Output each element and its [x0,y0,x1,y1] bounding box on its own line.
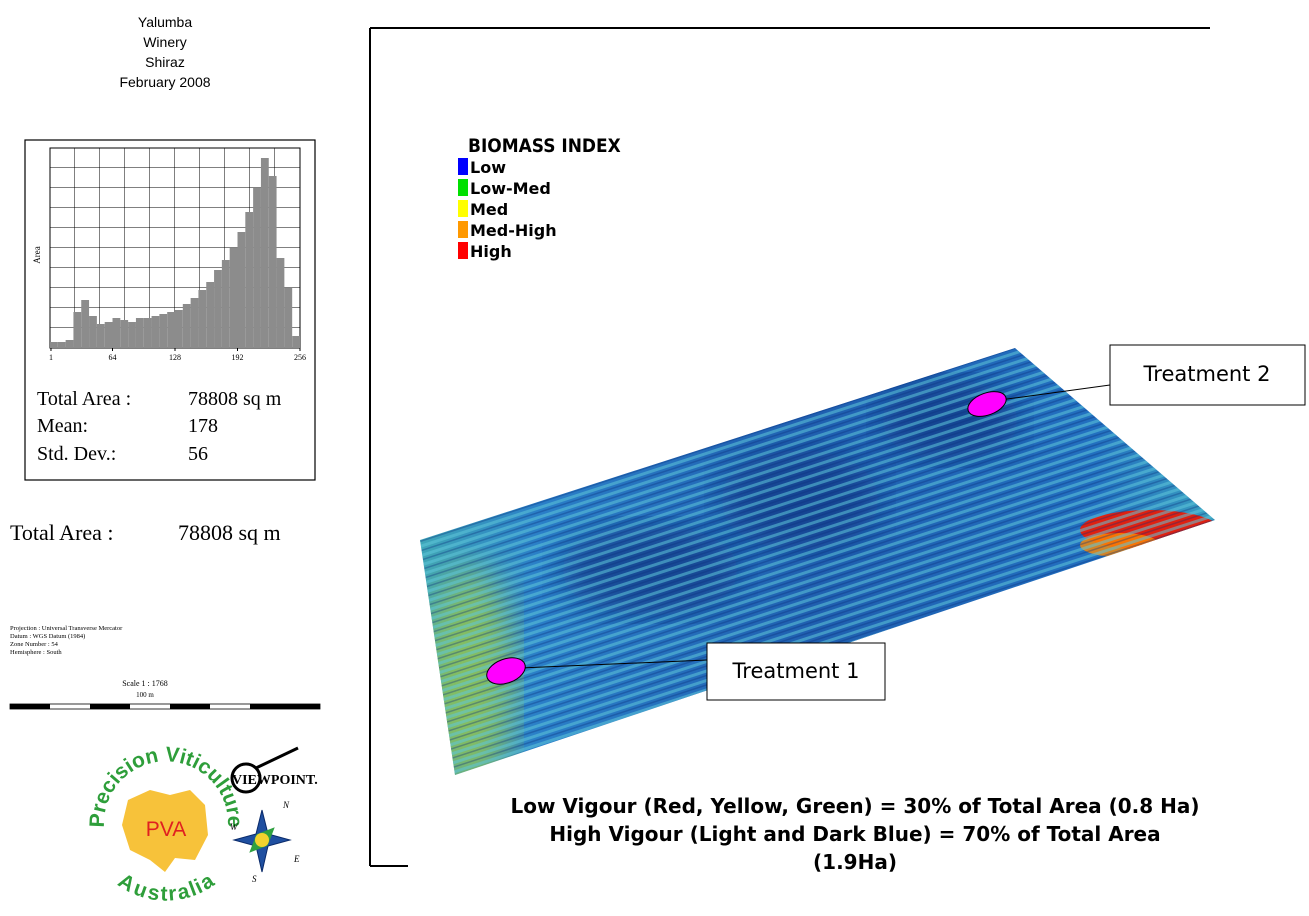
viewpoint-logo: VIEWPOINT. [232,748,318,792]
histogram-bar [198,290,206,348]
histogram-bar [66,340,74,348]
histogram-bar [73,312,81,348]
summary-line: (1.9Ha) [813,850,897,874]
histogram-bar [230,248,238,348]
legend-swatch [458,200,468,217]
report: Yalumba Winery Shiraz February 2008 1 64 1… [0,0,1309,916]
x-tick-label: 64 [109,353,117,362]
summary-line: Low Vigour (Red, Yellow, Green) = 30% of… [510,794,1199,818]
scale-distance: 100 m [136,691,154,699]
pva-arc-bottom: Australia [114,869,219,906]
histogram-bar [183,304,191,348]
histogram-bar [238,232,246,348]
projection-line: Projection : Universal Transverse Mercat… [10,625,123,632]
pva-arc-bottom-path: Australia [114,869,219,906]
summary: Low Vigour (Red, Yellow, Green) = 30% of… [510,794,1199,874]
histogram-bar [113,318,121,348]
x-tick-label: 1 [49,353,53,362]
histogram-bar [253,188,261,348]
total-area: Total Area : 78808 sq m [10,520,281,545]
histogram-bar [89,316,97,348]
histogram-bar [277,258,285,348]
header-line: Winery [143,34,187,50]
histogram-bar [58,342,66,348]
annotation: Treatment 1 [732,659,860,683]
histogram-bar [144,318,152,348]
histogram-bar [152,316,160,348]
legend-swatch [458,158,468,175]
stat-label: Total Area : [37,388,131,410]
projection: Projection : Universal Transverse Mercat… [10,625,123,656]
scale-ratio: Scale 1 : 1768 [122,679,168,688]
header: Yalumba Winery Shiraz February 2008 [119,14,210,90]
histogram-bar [159,314,167,348]
legend-label: Low [470,158,506,177]
histogram-bar [175,310,183,348]
pva-center: PVA [146,818,186,841]
histogram-bar [81,300,89,348]
histogram-bar [105,322,113,348]
legend-title: BIOMASS INDEX [468,135,621,157]
header-line: February 2008 [119,74,210,90]
histogram-bar [206,282,214,348]
histogram-bar [292,336,300,348]
projection-line: Datum : WGS Datum (1984) [10,633,85,640]
stat-value: 78808 sq m [188,388,282,410]
legend-swatch [458,242,468,259]
histogram-bar [128,322,136,348]
pva-logo: PVA Precision Viticulture Australia [86,743,246,906]
stats: Total Area : 78808 sq m Mean: 178 Std. D… [37,388,282,465]
x-tick-label: 256 [294,353,306,362]
x-tick-label: 128 [169,353,181,362]
legend: BIOMASS INDEX Low Low-Med Med Med-High High [458,135,621,261]
legend-label: Med-High [470,221,557,240]
histogram-bar [261,158,269,348]
header-line: Yalumba [138,14,192,30]
stat-label: Mean: [37,415,88,437]
stat-label: Std. Dev.: [37,443,116,465]
legend-swatch [458,179,468,196]
compass-label: S [252,874,257,884]
y-axis-label: Area [32,246,42,264]
legend-label: High [470,242,512,261]
histogram-bar [136,318,144,348]
projection-line: Zone Number : 54 [10,641,59,648]
legend-label: Low-Med [470,179,551,198]
legend-swatch [458,221,468,238]
summary-line: High Vigour (Light and Dark Blue) = 70% … [549,822,1160,846]
histogram-bar [245,212,253,348]
compass-label: N [282,800,290,810]
viewpoint-text: VIEWPOINT. [232,773,318,788]
histogram-bar [167,312,175,348]
page: Yalumba Winery Shiraz February 2008 1 64 1… [0,0,1309,916]
histogram-bar [97,324,105,348]
histogram-bar [222,260,230,348]
biomass-field [420,348,1220,790]
total-area-value: 78808 sq m [178,520,281,545]
projection-line: Hemisphere : South [10,649,62,656]
histogram-bar [50,342,58,348]
legend-label: Med [470,200,508,219]
scale-bar [10,704,320,709]
histogram-bar [191,298,199,348]
stat-value: 178 [188,415,218,437]
header-line: Shiraz [145,54,185,70]
histogram-bar [284,288,292,348]
histogram-bar [120,320,128,348]
total-area-label: Total Area : [10,520,114,545]
histogram-bar [269,176,277,348]
annotation: Treatment 2 [1143,362,1271,386]
histogram-bar [214,270,222,348]
stat-value: 56 [188,443,208,465]
x-tick-label: 192 [232,353,244,362]
compass-label: E [293,854,300,864]
